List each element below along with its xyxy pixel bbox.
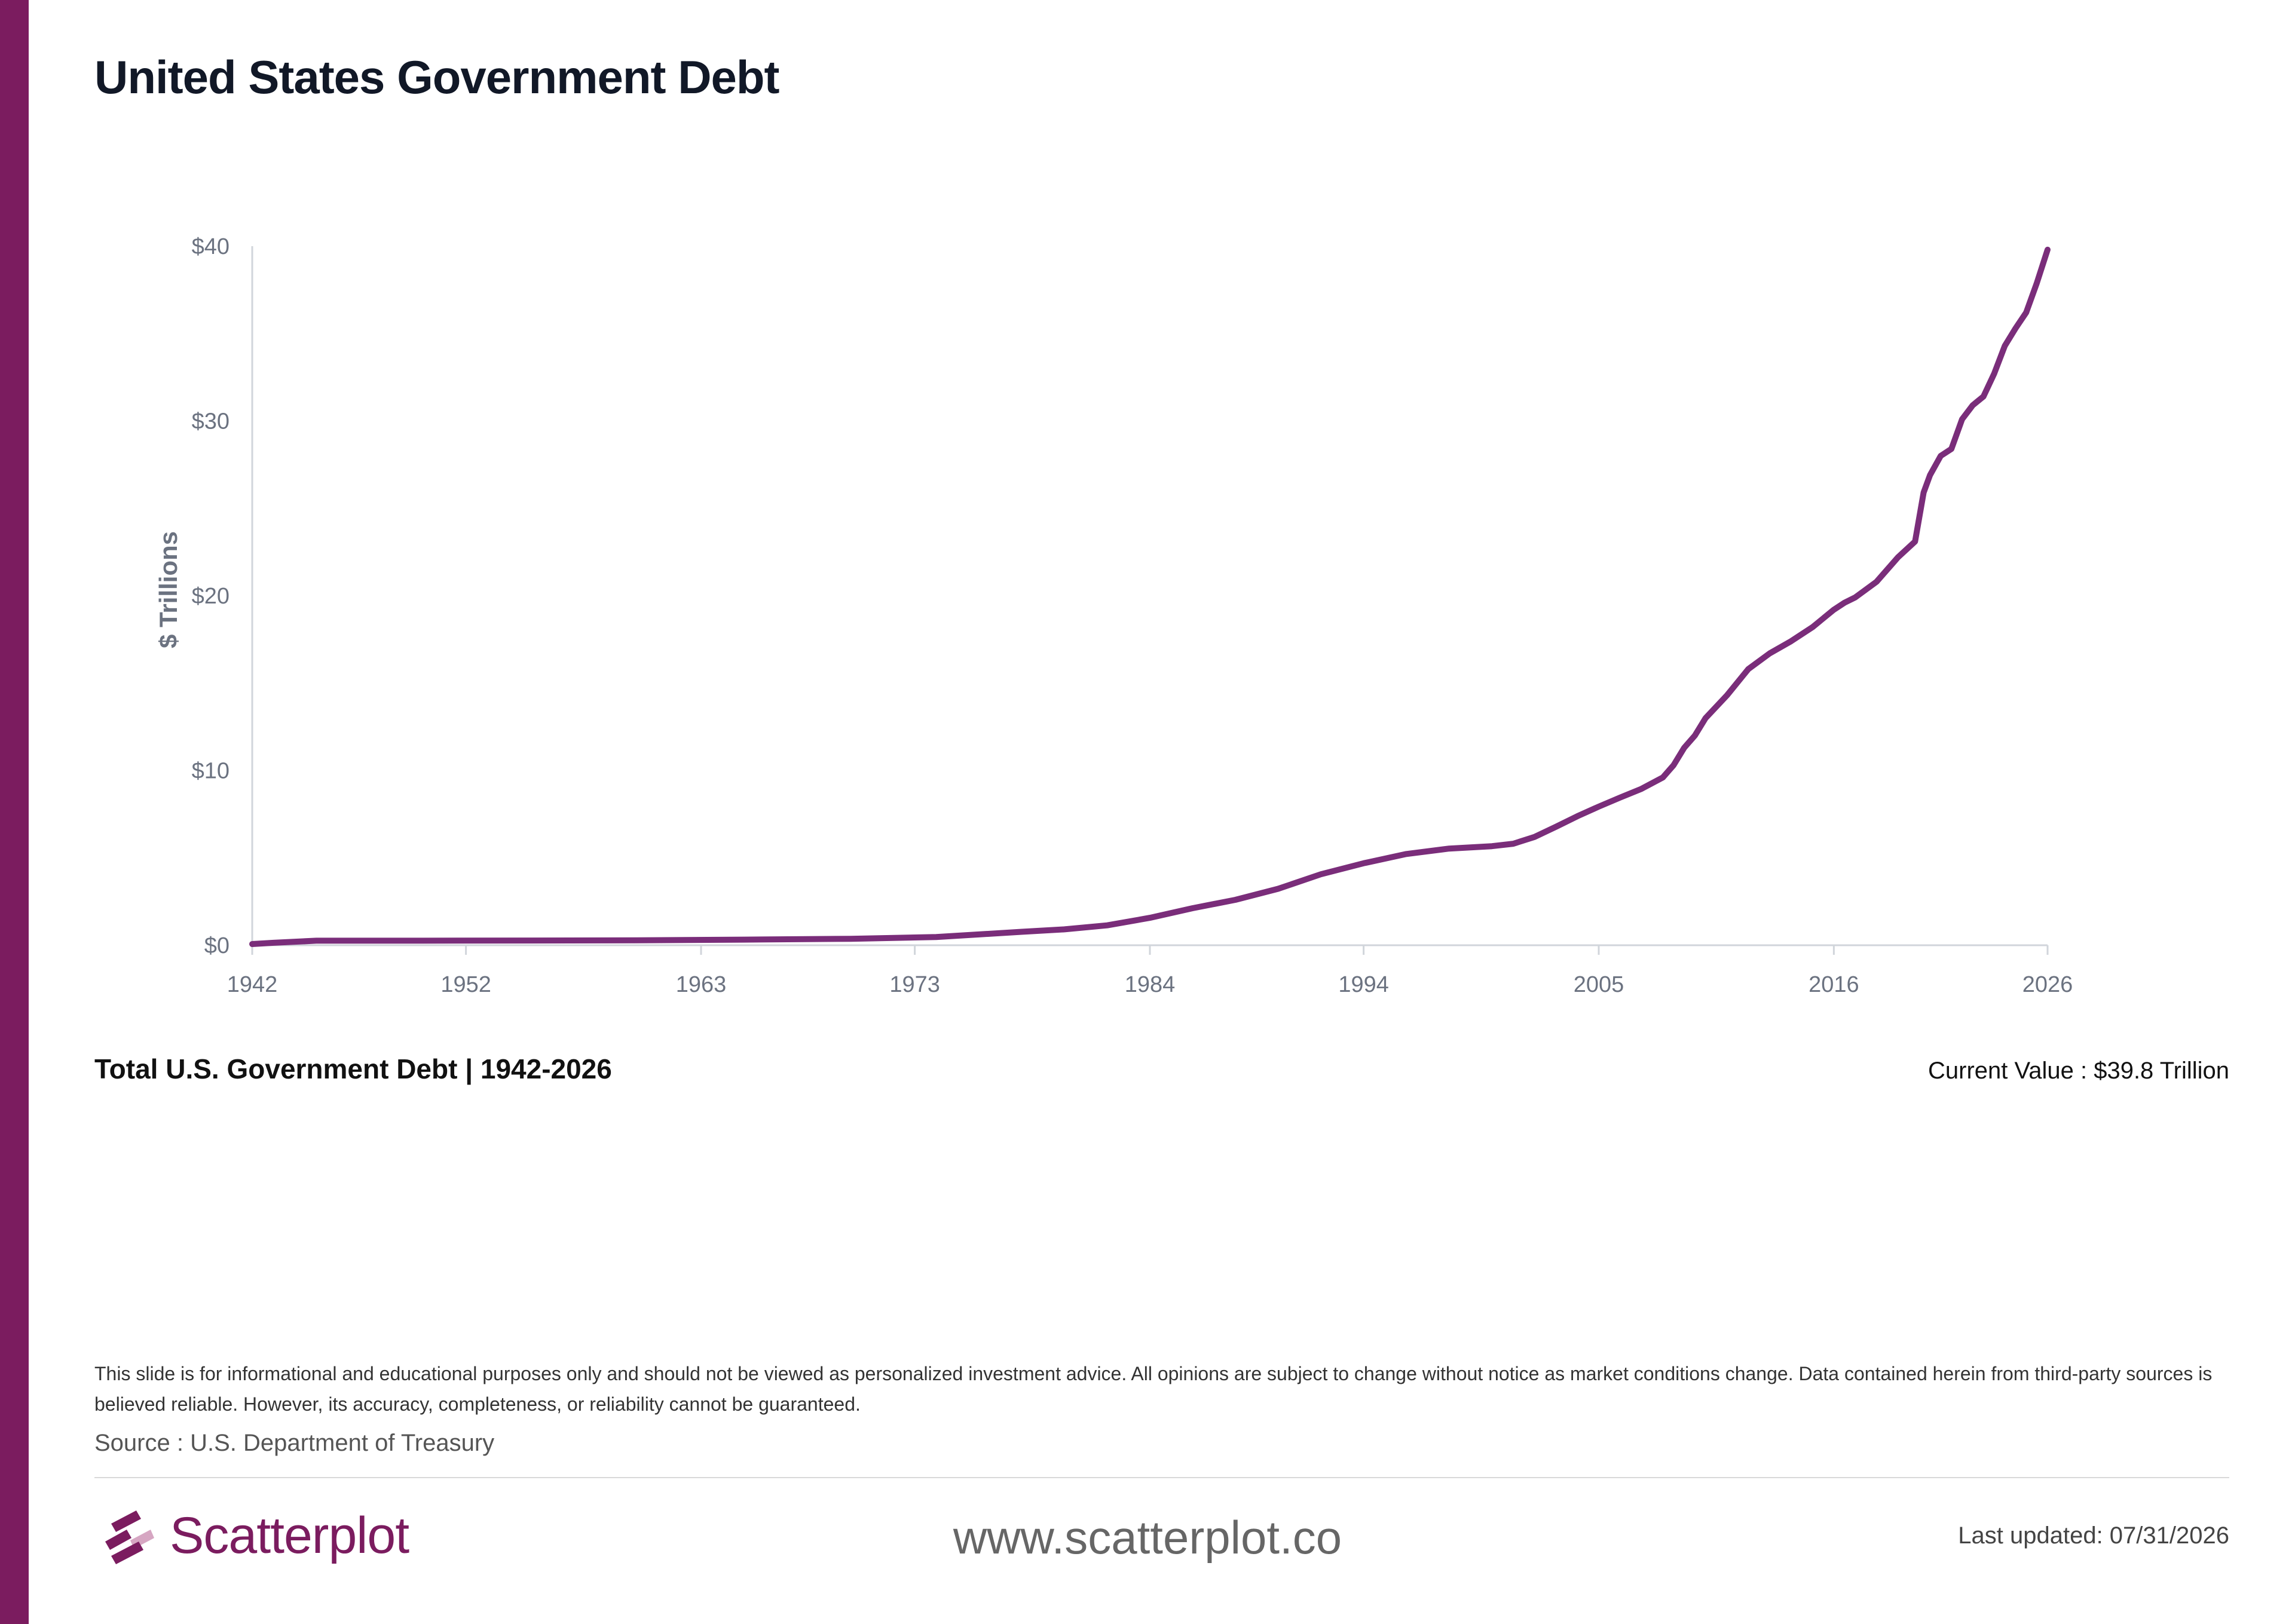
x-tick-label: 1942 [227, 972, 278, 997]
y-tick-label: $10 [192, 759, 230, 784]
y-axis-label: $ Trillions [154, 531, 182, 648]
x-tick-label: 2016 [1809, 972, 1859, 997]
source-note: Source : U.S. Department of Treasury [94, 1430, 495, 1456]
debt-series-line [249, 246, 2051, 947]
footer-divider [94, 1477, 2229, 1478]
x-tick-label: 1952 [440, 972, 491, 997]
y-tick-label: $30 [192, 409, 230, 434]
last-updated: Last updated: 07/31/2026 [1958, 1522, 2229, 1549]
x-tick-label: 1994 [1338, 972, 1389, 997]
x-tick-label: 1984 [1125, 972, 1176, 997]
y-tick-label: $0 [204, 933, 230, 958]
website-link[interactable]: www.scatterplot.co [953, 1511, 1342, 1564]
brand-name: Scatterplot [170, 1506, 409, 1564]
x-tick-label: 2026 [2022, 972, 2073, 997]
y-tick-label: $40 [192, 234, 230, 259]
debt-line-chart: $0 $10 $20 $30 $40 1942 1952 1963 1973 1984 1994 20… [154, 234, 2073, 997]
disclaimer-text: This slide is for informational and educ… [94, 1363, 2213, 1415]
page-title: United States Government Debt [94, 51, 780, 103]
x-tick-label: 2005 [1574, 972, 1624, 997]
brand-logo[interactable]: Scatterplot [103, 1506, 409, 1565]
x-tick-label: 1973 [889, 972, 940, 997]
y-tick-label: $20 [192, 584, 230, 609]
accent-side-bar [0, 0, 29, 1624]
scatterplot-logo-icon [105, 1510, 154, 1564]
chart-caption: Total U.S. Government Debt | 1942-2026 [94, 1053, 612, 1084]
x-tick-label: 1963 [676, 972, 727, 997]
current-value: Current Value : $39.8 Trillion [1928, 1058, 2229, 1084]
